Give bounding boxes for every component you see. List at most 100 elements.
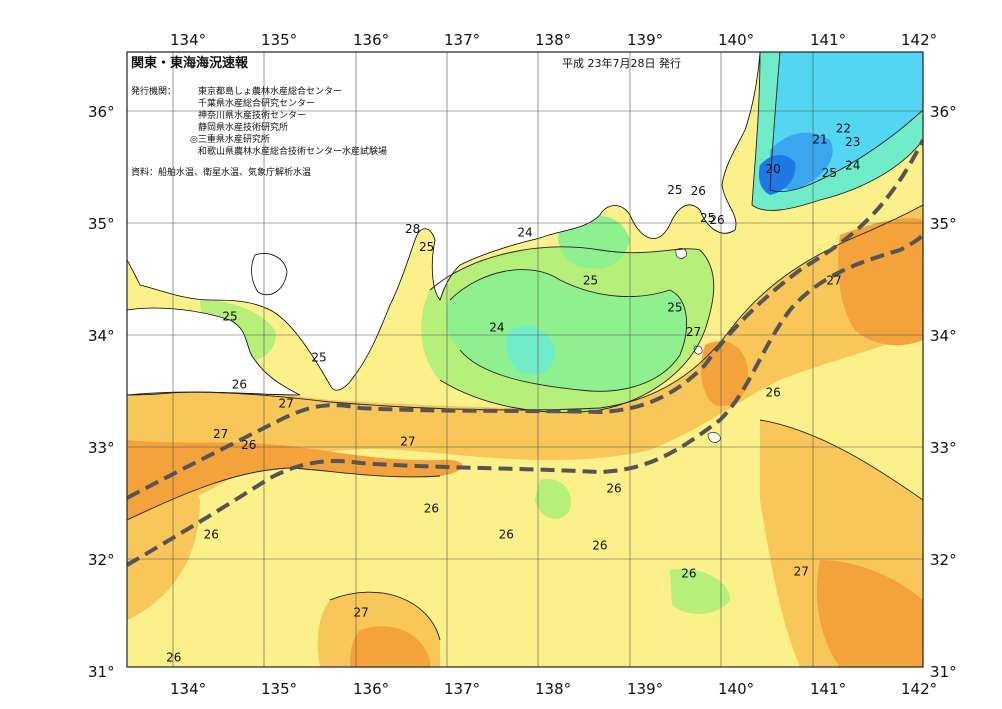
isotherm-label: 23 bbox=[845, 135, 860, 149]
lon-label: 136° bbox=[353, 680, 389, 698]
sst-band-25-s2 bbox=[670, 569, 730, 615]
isotherm-label: 27 bbox=[400, 435, 415, 449]
isotherm-label: 24 bbox=[845, 158, 860, 172]
isotherm-label: 27 bbox=[826, 274, 841, 288]
lon-label: 141° bbox=[810, 680, 846, 698]
sst-band-28-south bbox=[350, 626, 430, 667]
lat-label: 32° bbox=[88, 551, 115, 569]
issuer: 神奈川県水産技術センター bbox=[198, 109, 306, 121]
lon-label: 136° bbox=[353, 31, 389, 49]
issuer: ◎三重県水産研究所 bbox=[190, 133, 270, 145]
isotherm-label: 28 bbox=[405, 222, 420, 236]
land-honshu bbox=[127, 52, 761, 391]
isotherm-line bbox=[329, 591, 441, 641]
isotherm-label: 26 bbox=[232, 378, 247, 392]
isotherm-label: 26 bbox=[681, 567, 696, 581]
sst-band-28-izu bbox=[701, 341, 749, 406]
sst-band-24-n bbox=[558, 216, 630, 269]
lon-label: 135° bbox=[261, 31, 297, 49]
isotherm-label: 26 bbox=[241, 438, 256, 452]
lon-label: 142° bbox=[901, 680, 937, 698]
isotherm-label: 27 bbox=[794, 564, 809, 578]
lat-label: 36° bbox=[930, 103, 957, 121]
isotherm-label: 26 bbox=[166, 650, 181, 664]
data-source: 資料：船舶水温、衛星水温、気象庁解析水温 bbox=[131, 166, 311, 178]
isotherm-label: 26 bbox=[592, 539, 607, 553]
lon-label: 139° bbox=[627, 31, 663, 49]
isotherm-label: 25 bbox=[419, 240, 434, 254]
lon-label: 137° bbox=[444, 680, 480, 698]
lat-labels-left: 36° 35° 34° 33° 32° 31° bbox=[88, 103, 115, 681]
issuer: 静岡県水産技術研究所 bbox=[198, 121, 288, 133]
kuroshio-axis-north bbox=[127, 139, 923, 500]
lon-label: 138° bbox=[535, 31, 571, 49]
lon-label: 135° bbox=[261, 680, 297, 698]
isotherm-label: 25 bbox=[667, 300, 682, 314]
sst-band-25-s bbox=[535, 479, 571, 519]
lon-label: 140° bbox=[718, 680, 754, 698]
lat-label: 31° bbox=[88, 663, 115, 681]
isotherm-label: 25 bbox=[700, 211, 715, 225]
isotherm-label: 26 bbox=[424, 502, 439, 516]
isotherm-label: 24 bbox=[517, 226, 532, 240]
lon-labels-bottom: 134° 135° 136° 137° 138° 139° 140° 141° … bbox=[170, 680, 937, 698]
isotherm-line bbox=[769, 52, 923, 193]
isotherm-label: 27 bbox=[279, 397, 294, 411]
issue-date: 平成 23年7月28日 発行 bbox=[562, 56, 681, 70]
isotherm-label: 26 bbox=[499, 527, 514, 541]
lat-label: 34° bbox=[88, 327, 115, 345]
kuroshio-axis-south bbox=[127, 233, 923, 567]
map-title: 関東・東海海況速報 bbox=[131, 55, 249, 71]
header-block: 関東・東海海況速報 平成 23年7月28日 発行 発行機関： 東京都島しょ農林水… bbox=[131, 55, 681, 178]
lon-label: 134° bbox=[170, 31, 206, 49]
lat-label: 35° bbox=[88, 215, 115, 233]
isotherm-line bbox=[751, 52, 923, 211]
isotherm-label: 27 bbox=[91, 513, 106, 527]
lat-labels-right: 36° 35° 34° 33° 32° 31° bbox=[930, 103, 957, 681]
isotherm-line bbox=[759, 419, 923, 501]
map-area: 関東・東海海況速報 平成 23年7月28日 発行 発行機関： 東京都島しょ農林水… bbox=[91, 52, 923, 667]
isotherm-label: 24 bbox=[489, 321, 504, 335]
isotherm-label: 26 bbox=[709, 213, 724, 227]
sst-band-28-se bbox=[816, 560, 923, 667]
land-awaji bbox=[251, 253, 288, 296]
sst-band-23 bbox=[506, 326, 555, 375]
land-hachijo bbox=[707, 432, 721, 443]
isotherm-label: 26 bbox=[204, 527, 219, 541]
graticule bbox=[127, 52, 923, 667]
lon-label: 137° bbox=[444, 31, 480, 49]
map-frame bbox=[126, 51, 924, 668]
lat-label: 31° bbox=[930, 663, 957, 681]
sst-band-24 bbox=[445, 269, 687, 392]
isotherm-label: 26 bbox=[606, 482, 621, 496]
issuer: 千葉県水産総合研究センター bbox=[198, 97, 315, 109]
lat-label: 33° bbox=[930, 439, 957, 457]
lon-label: 140° bbox=[718, 31, 754, 49]
isotherm-label: 26 bbox=[766, 385, 781, 399]
isotherm-label: 22 bbox=[836, 122, 851, 136]
isotherm-label: 25 bbox=[583, 274, 598, 288]
isotherm-line bbox=[449, 269, 687, 392]
isotherm-label: 27 bbox=[686, 325, 701, 339]
isotherm-label: 25 bbox=[311, 351, 326, 365]
sst-band-cold-20 bbox=[758, 154, 796, 195]
issuer-label: 発行機関： bbox=[131, 85, 176, 97]
kuroshio-axis bbox=[127, 139, 923, 567]
isotherm-line bbox=[127, 204, 923, 411]
issuer: 和歌山県農林水産総合技術センター水産試験場 bbox=[198, 145, 387, 157]
lat-label: 35° bbox=[930, 215, 957, 233]
land-miyake bbox=[675, 248, 687, 259]
lat-label: 33° bbox=[88, 439, 115, 457]
land-shikoku bbox=[127, 307, 301, 396]
lon-label: 138° bbox=[535, 680, 571, 698]
lon-label: 139° bbox=[627, 680, 663, 698]
isotherm-label: 25 bbox=[222, 309, 237, 323]
sst-band-27 bbox=[127, 205, 923, 530]
lon-label: 134° bbox=[170, 680, 206, 698]
sst-band-28 bbox=[127, 440, 463, 520]
isotherm-label: 25 bbox=[667, 183, 682, 197]
isotherm-label: 21 bbox=[812, 133, 827, 147]
lon-labels-top: 134° 135° 136° 137° 138° 139° 140° 141° … bbox=[170, 31, 937, 49]
